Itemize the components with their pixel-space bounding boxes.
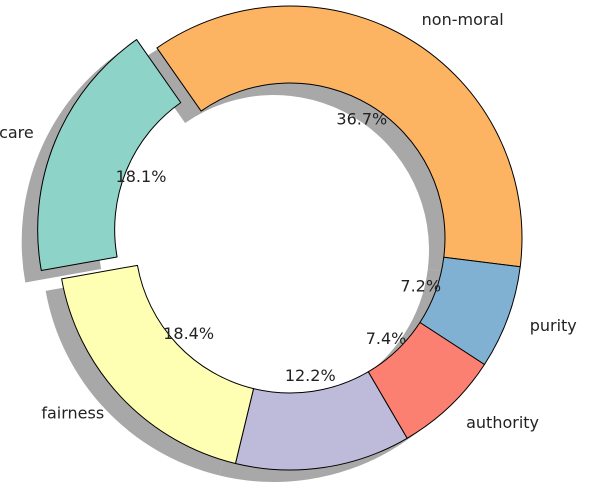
slice-percent-care: 18.1% [116,167,167,186]
slice-percent-fairness: 18.4% [163,324,214,343]
wedge-non-moral [156,5,523,268]
wedge-layer [37,5,523,471]
slice-label-care: care [0,123,34,142]
slice-label-authority: authority [466,413,539,432]
slice-label-fairness: fairness [41,403,104,422]
slice-percent-non-moral: 36.7% [336,109,387,128]
text-layer: non-moral 36.7% purity 7.2% authority 7.4% loy… [0,10,577,482]
wedge-care [37,39,182,272]
slice-percent-loyalty: 12.2% [285,366,336,385]
slice-percent-purity: 7.2% [400,276,441,295]
slice-label-purity: purity [530,316,577,335]
slice-label-non-moral: non-moral [422,10,504,29]
slice-percent-authority: 7.4% [366,329,407,348]
wedge-fairness [61,264,255,464]
slice-label-loyalty: loyalty [327,481,381,482]
